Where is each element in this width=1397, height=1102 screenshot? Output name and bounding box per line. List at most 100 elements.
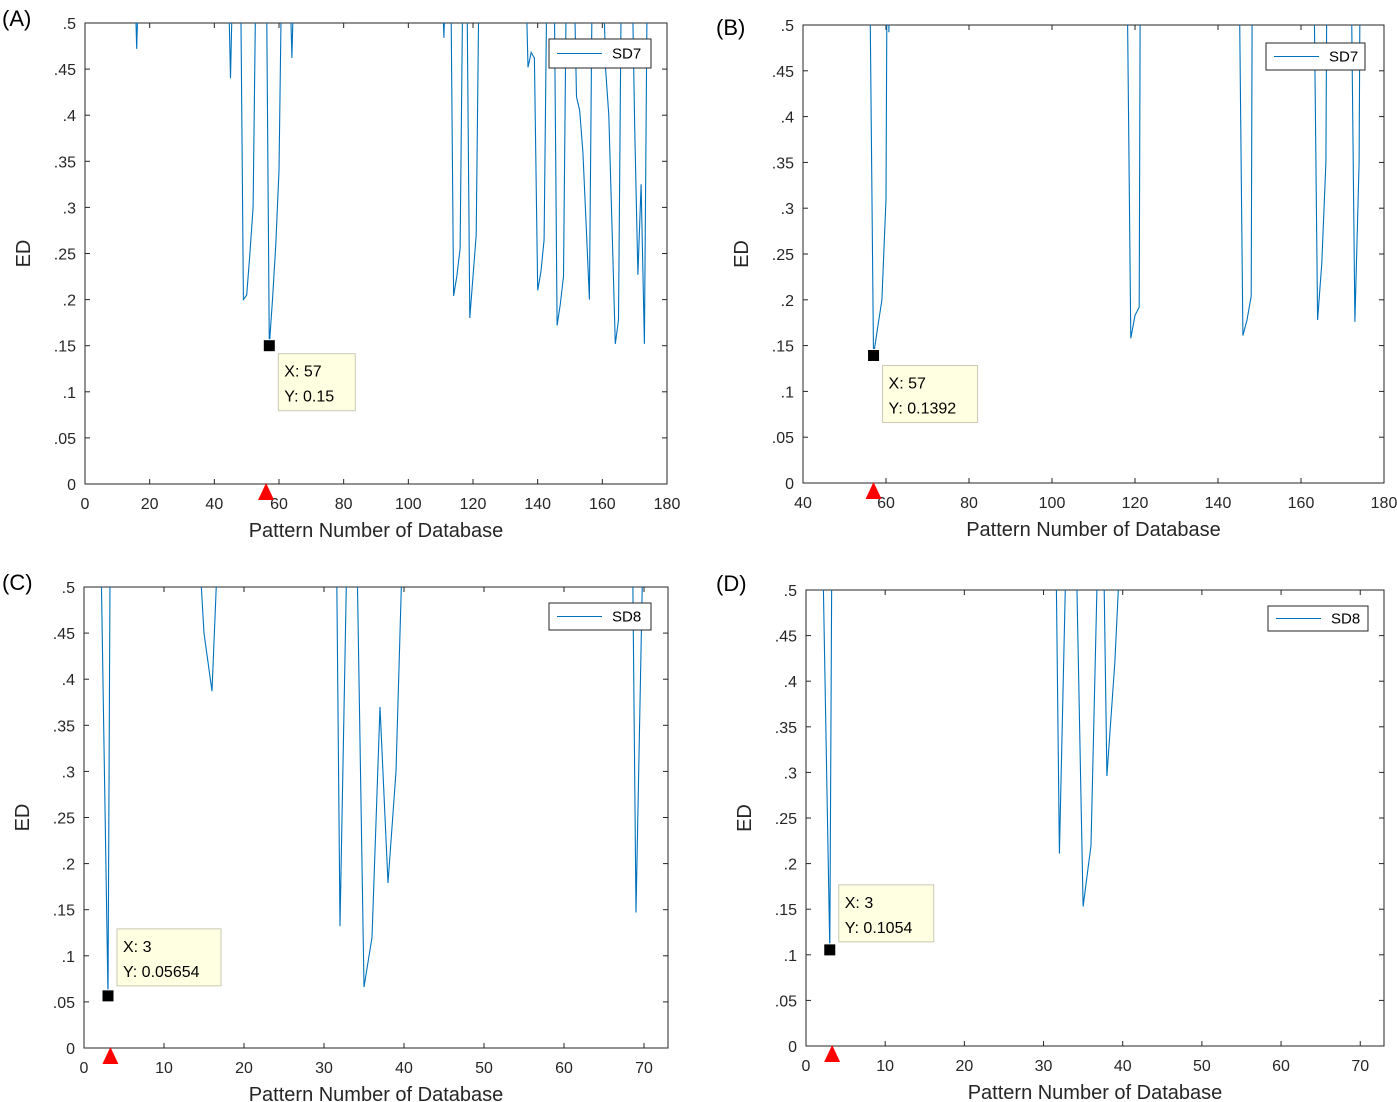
y-tick-label: .3 (781, 201, 794, 218)
y-tick-label: .2 (784, 857, 797, 874)
x-tick-label: 40 (205, 496, 223, 513)
y-tick-label: 0 (788, 1039, 797, 1056)
x-tick-label: 140 (1205, 495, 1232, 512)
y-tick-label: .35 (54, 154, 76, 171)
y-tick-label: .25 (772, 247, 794, 264)
y-tick-label: .5 (781, 18, 794, 35)
y-tick-label: .45 (775, 629, 797, 646)
x-tick-label: 60 (555, 1060, 573, 1077)
datatip-y-text: Y: 0.1054 (845, 920, 913, 937)
y-tick-label: .5 (784, 583, 797, 600)
y-axis-label: ED (734, 804, 756, 832)
y-tick-label: .5 (63, 16, 76, 33)
y-tick-label: .2 (781, 293, 794, 310)
x-axis-label: Pattern Number of Database (966, 519, 1221, 541)
y-axis-label: ED (13, 240, 35, 268)
panel-label: (A) (2, 6, 31, 31)
x-tick-label: 180 (1371, 495, 1397, 512)
x-tick-label: 60 (877, 495, 895, 512)
y-tick-label: .25 (54, 247, 76, 264)
x-tick-label: 100 (1039, 495, 1066, 512)
chart-panel-3: (C) 0 10 20 30 40 50 60 70 0 .05 .1 .15 .2 .25 .3 .35 .4.… (2, 570, 669, 1102)
x-axis-label: Pattern Number of Database (249, 1084, 504, 1102)
datatip-box (116, 928, 222, 987)
series-line-sd8 (822, 590, 1119, 950)
axes-box (84, 22, 668, 485)
y-tick-label: .15 (775, 902, 797, 919)
legend-label: SD8 (612, 609, 641, 626)
x-tick-label: 160 (589, 496, 616, 513)
datatip-point (101, 989, 115, 1003)
y-tick-label: .45 (54, 62, 76, 79)
x-tick-label: 60 (1272, 1058, 1290, 1075)
y-tick-label: .1 (63, 385, 76, 402)
y-tick-label: .15 (54, 339, 76, 356)
match-marker-triangle (102, 1047, 119, 1064)
panel-label: (B) (716, 15, 745, 40)
panel-label: (C) (2, 570, 33, 595)
x-tick-label: 180 (654, 496, 681, 513)
x-tick-label: 60 (270, 496, 288, 513)
x-tick-label: 0 (80, 1060, 89, 1077)
x-tick-label: 80 (335, 496, 353, 513)
datatip-box (838, 884, 935, 943)
x-tick-label: 160 (1288, 495, 1315, 512)
y-tick-label: .1 (781, 384, 794, 401)
x-tick-label: 80 (960, 495, 978, 512)
y-axis-label: ED (731, 240, 753, 268)
x-tick-label: 10 (155, 1060, 173, 1077)
chart-panel-4: (D) 0 10 20 30 40 50 60 70 0 .05 .1 .15 .2 .25 .3 .35 .4.… (716, 571, 1385, 1102)
y-tick-label: .15 (772, 339, 794, 356)
x-tick-label: 10 (876, 1058, 894, 1075)
y-tick-label: .05 (775, 993, 797, 1010)
x-tick-label: 120 (460, 496, 487, 513)
y-tick-label: .05 (772, 430, 794, 447)
y-tick-label: .4 (62, 672, 75, 689)
y-tick-label: .2 (62, 857, 75, 874)
y-tick-label: 0 (67, 477, 76, 494)
x-tick-label: 100 (395, 496, 422, 513)
y-tick-label: .3 (784, 765, 797, 782)
datatip-point (262, 339, 276, 353)
x-tick-label: 40 (794, 495, 812, 512)
datatip-box (277, 353, 356, 412)
y-tick-label: .25 (775, 811, 797, 828)
y-tick-label: .15 (53, 903, 75, 920)
x-tick-label: 20 (955, 1058, 973, 1075)
x-tick-label: 50 (1193, 1058, 1211, 1075)
x-axis-label: Pattern Number of Database (249, 520, 504, 542)
datatip-point (867, 348, 881, 362)
y-tick-label: .25 (53, 811, 75, 828)
x-tick-label: 70 (635, 1060, 653, 1077)
x-tick-label: 50 (475, 1060, 493, 1077)
y-tick-label: .1 (62, 949, 75, 966)
y-tick-label: .45 (53, 626, 75, 643)
y-tick-label: .3 (62, 764, 75, 781)
match-marker-triangle (865, 482, 882, 499)
y-tick-label: .35 (775, 720, 797, 737)
x-tick-label: 70 (1351, 1058, 1369, 1075)
y-tick-label: .5 (62, 580, 75, 597)
chart-panel-2: (B) 40 60 80 100 120 140 160 180 0 .05 .1 .15 .2 .25 .3… (716, 15, 1397, 541)
legend-label: SD8 (1331, 611, 1360, 628)
x-tick-label: 30 (315, 1060, 333, 1077)
x-tick-label: 0 (81, 496, 90, 513)
y-tick-label: .4 (784, 674, 797, 691)
y-tick-label: .45 (772, 64, 794, 81)
y-tick-label: 0 (66, 1041, 75, 1058)
y-tick-label: .3 (63, 200, 76, 217)
x-tick-label: 20 (141, 496, 159, 513)
datatip-y-text: Y: 0.1392 (889, 400, 957, 417)
datatip-x-text: X: 57 (889, 375, 926, 392)
datatip-x-text: X: 3 (845, 895, 874, 912)
x-tick-label: 40 (395, 1060, 413, 1077)
y-tick-label: .4 (63, 108, 76, 125)
datatip-x-text: X: 3 (123, 939, 152, 956)
legend-label: SD7 (1329, 49, 1358, 66)
y-tick-label: .05 (54, 431, 76, 448)
y-tick-label: .35 (772, 155, 794, 172)
x-axis-label: Pattern Number of Database (968, 1082, 1223, 1102)
datatip-point (823, 943, 837, 957)
y-tick-label: .4 (781, 110, 794, 127)
